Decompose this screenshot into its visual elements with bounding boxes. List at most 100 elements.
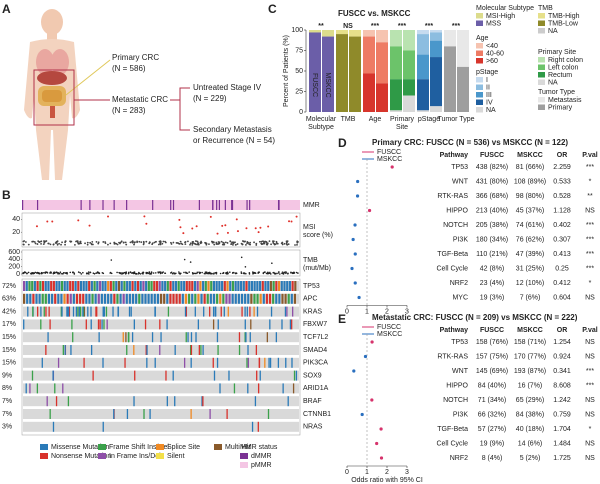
tmb-dot [281, 271, 284, 273]
mutation-stripe [41, 293, 44, 304]
mutation-stripe [259, 281, 262, 291]
tmb-dot [96, 271, 99, 273]
mskcc-count: 40 (18%) [516, 426, 544, 433]
tmb-dot [297, 272, 299, 274]
mutation-stripe [226, 409, 228, 419]
mutation-stripe [177, 281, 180, 291]
legend-title: TMB [538, 5, 553, 12]
legend-label: MSKCC [377, 331, 402, 338]
gene-pct: 3% [2, 424, 12, 431]
msi-dot [243, 240, 246, 243]
odds-ratio: 0.25 [555, 265, 569, 272]
gene-pct: 17% [2, 321, 16, 328]
msi-dot-high [107, 215, 110, 218]
mutation-stripe [48, 306, 50, 317]
mutation-stripe [247, 383, 249, 394]
mutation-stripe [78, 306, 80, 317]
msi-dot [154, 241, 157, 243]
mutation-stripe [61, 306, 63, 317]
gene-row-bg [23, 409, 299, 419]
msi-dot [138, 240, 141, 243]
mutation-stripe [284, 306, 287, 317]
p-value: *** [586, 164, 594, 171]
mutation-stripe [88, 281, 91, 291]
odds-ratio-point [367, 208, 372, 213]
mutation-stripe [31, 370, 34, 381]
tmb-dot [22, 272, 24, 274]
tmb-frame [21, 249, 301, 277]
msi-dot [172, 241, 175, 244]
tick-label: 200 [8, 264, 20, 271]
pathway: Cell Cycle [436, 440, 468, 447]
mutation-stripe [181, 293, 184, 304]
odds-ratio: 2.259 [553, 164, 571, 171]
tick-label: 20 [12, 229, 20, 236]
mutation-stripe [143, 409, 145, 419]
tmb-dot [82, 271, 84, 274]
mskcc-count: 31 (25%) [516, 265, 544, 272]
msi-dot [266, 242, 269, 245]
body-illustration [24, 9, 190, 180]
mutation-stripe [223, 306, 225, 317]
msi-dot [76, 240, 78, 242]
mutation-stripe [189, 345, 192, 355]
stacked-bar [390, 79, 402, 111]
mutation-stripe [215, 306, 217, 317]
mutation-stripe [185, 306, 188, 317]
tmb-dot [271, 262, 273, 265]
legend-swatch [538, 79, 545, 85]
mskcc-count: 5 (2%) [520, 455, 541, 462]
msi-dot [109, 242, 112, 245]
mutation-stripe [60, 281, 64, 291]
pathway: NOTCH [443, 222, 468, 229]
msi-dot [79, 240, 82, 243]
legend-swatch [156, 453, 164, 459]
mutation-stripe [160, 332, 162, 343]
mutation-stripe [138, 293, 141, 304]
mutation-stripe [253, 306, 255, 317]
mutation-stripe [244, 306, 246, 317]
mutation-stripe [254, 396, 257, 407]
mskcc-count: 74 (61%) [516, 222, 544, 229]
mutation-stripe [283, 281, 286, 291]
tmb-dot [118, 271, 120, 274]
mutation-stripe [265, 293, 268, 304]
mutation-stripe [219, 293, 222, 304]
mutation-stripe [184, 306, 187, 317]
tmb-dot [58, 272, 61, 275]
mutation-stripe [212, 357, 214, 368]
mutation-stripe [259, 370, 261, 381]
msi-dot [296, 240, 299, 243]
significance: NS [343, 23, 353, 30]
tmb-dot [87, 272, 89, 275]
mutation-stripe [71, 281, 74, 291]
msi-dot [33, 241, 36, 243]
tmb-dot [244, 266, 247, 268]
x-tick-label: 3 [405, 308, 409, 315]
gene-row-bg [23, 357, 299, 368]
mutation-stripe [278, 293, 281, 304]
tmb-dot [263, 271, 266, 274]
mskcc-count: 12 (10%) [516, 280, 544, 287]
mutation-stripe [237, 293, 240, 304]
tmb-dot [240, 272, 243, 275]
tmb-dot [87, 271, 90, 273]
label: Primary CRC [112, 53, 159, 62]
msi-dot-high [221, 224, 224, 227]
tmb-dot [179, 273, 181, 275]
mutation-stripe [122, 293, 125, 304]
mutation-stripe [101, 319, 103, 330]
tmb-dot [275, 272, 277, 275]
mutation-stripe [153, 293, 156, 304]
msi-dot [268, 240, 271, 243]
msi-dot [260, 240, 263, 243]
odds-ratio: 0.759 [553, 411, 571, 418]
pathway: WNT [452, 368, 469, 375]
mutation-stripe [291, 281, 294, 291]
mutation-stripe [79, 281, 83, 291]
mskcc-count: 65 (29%) [516, 397, 544, 404]
mutation-stripe [47, 281, 50, 291]
tmb-dot [73, 272, 75, 274]
mutation-stripe [70, 345, 72, 355]
mutation-stripe [45, 345, 47, 355]
